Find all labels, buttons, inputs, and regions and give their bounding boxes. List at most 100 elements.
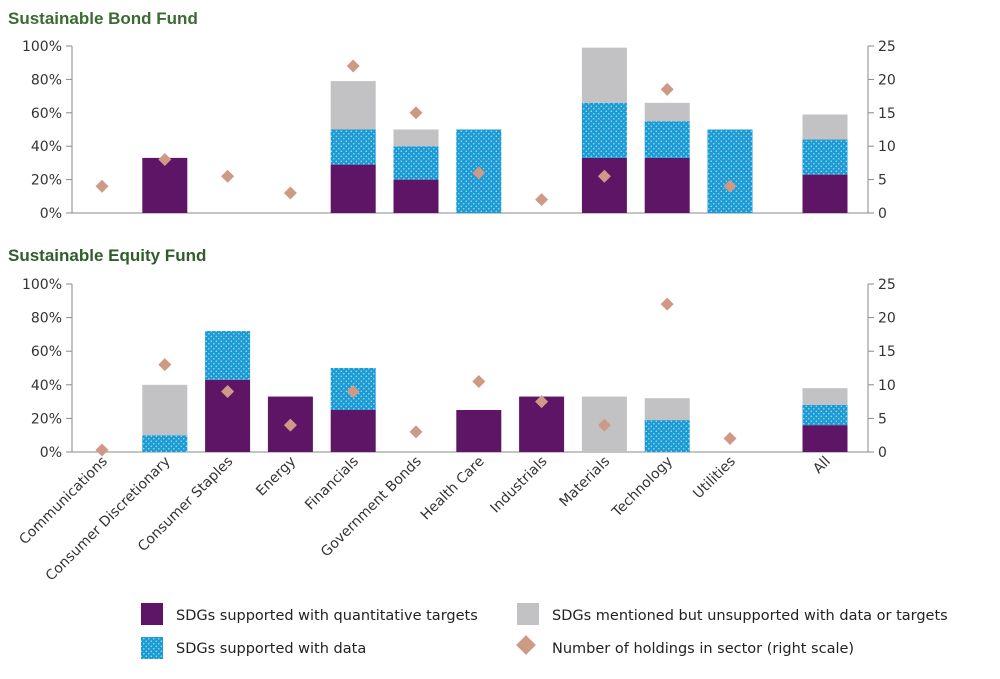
holdings-marker bbox=[723, 432, 737, 446]
bar-quantitative bbox=[802, 174, 848, 213]
right-tick-label: 15 bbox=[878, 106, 896, 122]
category-label: Industrials bbox=[488, 454, 551, 517]
right-tick-label: 10 bbox=[878, 378, 896, 394]
bar-mentioned bbox=[644, 398, 690, 421]
holdings-marker bbox=[597, 169, 611, 183]
holdings-marker bbox=[660, 82, 674, 96]
left-tick-label: 40% bbox=[31, 378, 62, 394]
left-tick-label: 100% bbox=[22, 39, 62, 55]
legend-swatch-quantitative bbox=[141, 603, 163, 625]
left-tick-label: 20% bbox=[31, 411, 62, 427]
right-tick-label: 20 bbox=[878, 311, 896, 327]
legend-label-data: SDGs supported with data bbox=[176, 641, 366, 657]
holdings-marker bbox=[535, 193, 549, 207]
left-tick-label: 40% bbox=[31, 139, 62, 155]
right-tick-label: 5 bbox=[878, 411, 887, 427]
category-label: All bbox=[810, 454, 834, 478]
legend-swatch-data bbox=[141, 637, 163, 659]
holdings-marker bbox=[158, 358, 172, 372]
bar-mentioned bbox=[581, 47, 627, 103]
bond-fund-holdings-markers bbox=[95, 59, 737, 207]
bar-data bbox=[330, 129, 376, 165]
bar-quantitative bbox=[330, 164, 376, 213]
bar-mentioned bbox=[644, 102, 690, 122]
holdings-marker bbox=[95, 443, 109, 457]
bar-mentioned bbox=[142, 384, 188, 436]
bar-mentioned bbox=[802, 114, 848, 140]
equity-fund-bars bbox=[142, 331, 848, 452]
bar-quantitative bbox=[581, 157, 627, 213]
holdings-marker bbox=[158, 153, 172, 167]
bar-data bbox=[581, 102, 627, 158]
category-label: Health Care bbox=[418, 454, 488, 524]
left-tick-label: 100% bbox=[22, 277, 62, 293]
bar-quantitative bbox=[802, 425, 848, 452]
bar-data bbox=[644, 121, 690, 158]
category-label: Financials bbox=[302, 454, 362, 514]
bond-fund-bars bbox=[142, 47, 848, 213]
right-tick-label: 0 bbox=[878, 206, 887, 222]
legend: SDGs supported with quantitative targets… bbox=[141, 603, 948, 659]
right-tick-label: 0 bbox=[878, 445, 887, 461]
bar-data bbox=[205, 331, 251, 380]
legend-swatch-mentioned bbox=[517, 603, 539, 625]
bar-mentioned bbox=[330, 81, 376, 130]
bar-data bbox=[707, 129, 753, 213]
category-label: Energy bbox=[253, 454, 299, 500]
left-tick-label: 80% bbox=[31, 72, 62, 88]
holdings-marker bbox=[723, 179, 737, 193]
bar-quantitative bbox=[142, 157, 188, 213]
bar-mentioned bbox=[393, 129, 439, 147]
holdings-marker bbox=[535, 395, 549, 409]
category-label: Materials bbox=[557, 454, 614, 511]
bond-fund-title: Sustainable Bond Fund bbox=[8, 9, 198, 28]
holdings-marker bbox=[346, 59, 360, 73]
legend-label-mentioned: SDGs mentioned but unsupported with data… bbox=[552, 608, 948, 624]
holdings-marker bbox=[221, 385, 235, 399]
holdings-marker bbox=[409, 425, 423, 439]
bar-quantitative bbox=[644, 157, 690, 213]
left-tick-label: 20% bbox=[31, 173, 62, 189]
bar-data bbox=[142, 435, 188, 452]
bar-data bbox=[393, 146, 439, 180]
holdings-marker bbox=[283, 186, 297, 200]
bond-fund-axes: 0% 20% 40% 60% 80% 100% 0 5 10 15 20 25 bbox=[22, 39, 896, 222]
bar-quantitative bbox=[330, 410, 376, 452]
bar-data bbox=[802, 139, 848, 175]
left-tick-label: 0% bbox=[40, 445, 62, 461]
holdings-marker bbox=[472, 166, 486, 180]
holdings-marker bbox=[660, 297, 674, 311]
holdings-marker bbox=[221, 169, 235, 183]
holdings-marker bbox=[95, 179, 109, 193]
holdings-marker bbox=[472, 374, 486, 388]
category-label: Technology bbox=[609, 454, 676, 521]
right-tick-label: 5 bbox=[878, 173, 887, 189]
right-tick-label: 25 bbox=[878, 39, 896, 55]
left-tick-label: 80% bbox=[31, 311, 62, 327]
holdings-marker bbox=[283, 418, 297, 432]
right-tick-label: 15 bbox=[878, 344, 896, 360]
holdings-marker bbox=[409, 106, 423, 120]
legend-diamond-icon bbox=[516, 635, 536, 655]
legend-label-quantitative: SDGs supported with quantitative targets bbox=[176, 608, 478, 624]
bar-quantitative bbox=[393, 179, 439, 213]
bar-quantitative bbox=[456, 410, 502, 452]
equity-fund-title: Sustainable Equity Fund bbox=[8, 246, 206, 265]
right-tick-label: 25 bbox=[878, 277, 896, 293]
left-tick-label: 60% bbox=[31, 344, 62, 360]
bar-data bbox=[644, 420, 690, 452]
holdings-marker bbox=[597, 418, 611, 432]
holdings-marker bbox=[346, 385, 360, 399]
right-tick-label: 20 bbox=[878, 72, 896, 88]
left-tick-label: 60% bbox=[31, 106, 62, 122]
left-tick-label: 0% bbox=[40, 206, 62, 222]
category-label: Consumer Discretionary bbox=[43, 454, 174, 585]
category-label: Utilities bbox=[690, 454, 739, 503]
equity-fund-holdings-markers bbox=[95, 297, 737, 457]
bar-data bbox=[802, 404, 848, 426]
bar-mentioned bbox=[802, 388, 848, 405]
right-tick-label: 10 bbox=[878, 139, 896, 155]
legend-label-holdings: Number of holdings in sector (right scal… bbox=[552, 641, 854, 657]
